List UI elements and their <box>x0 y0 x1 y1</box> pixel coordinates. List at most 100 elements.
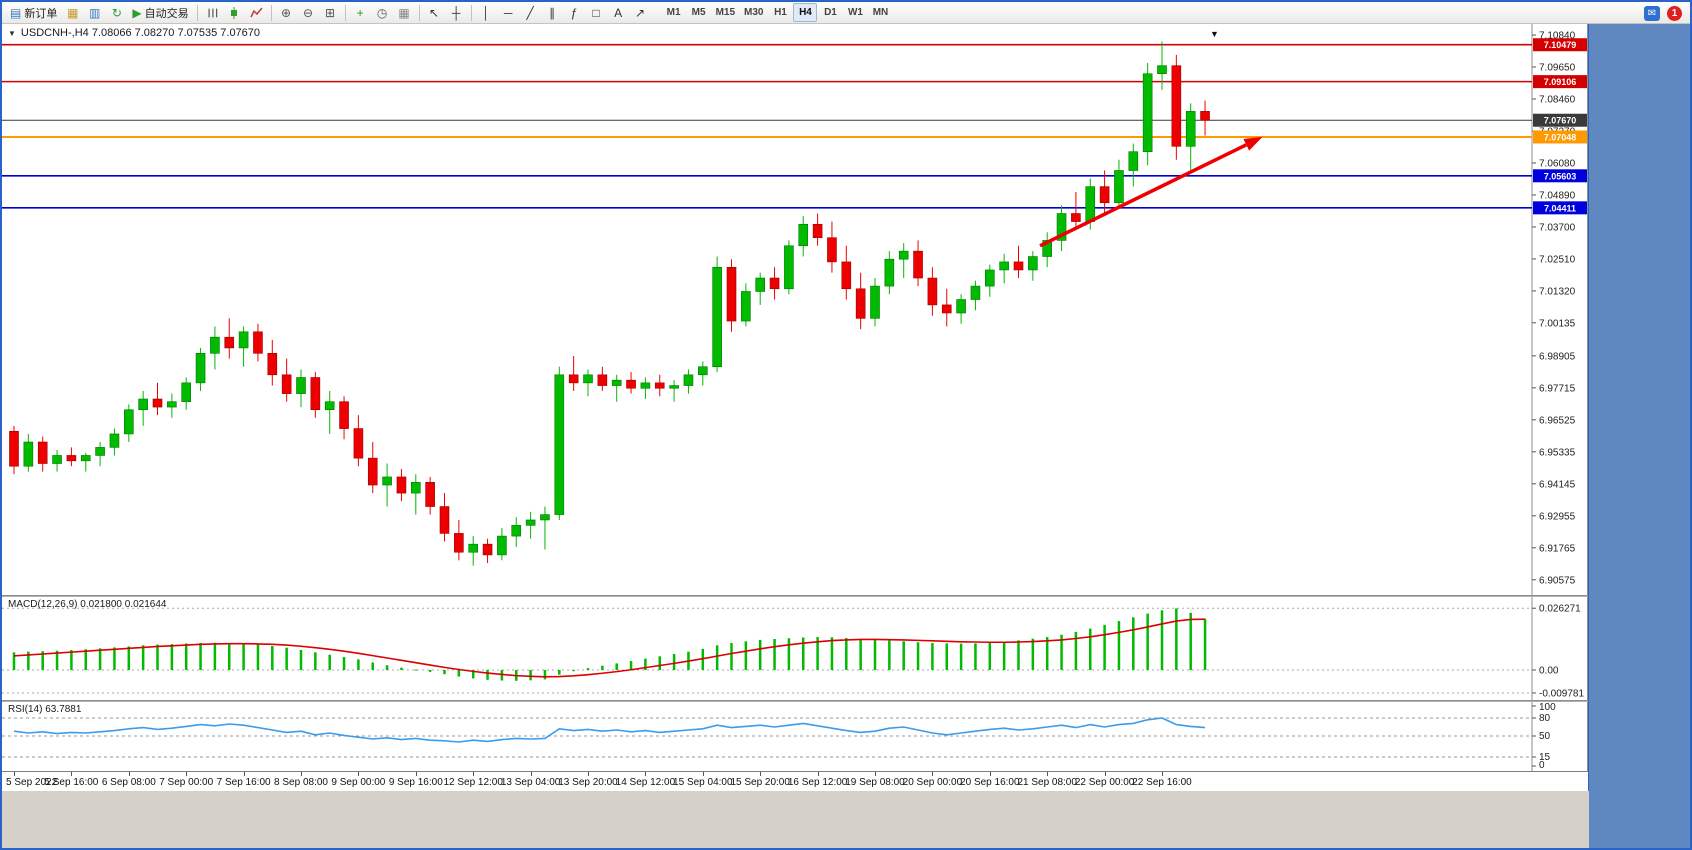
time-axis-tick <box>358 772 360 776</box>
timeframe-d1-button[interactable]: D1 <box>824 7 837 18</box>
charts-button[interactable]: ▦ <box>62 3 83 22</box>
time-axis-label: 22 Sep 16:00 <box>1132 777 1192 788</box>
toolbar-separator <box>418 4 420 21</box>
time-axis-tick <box>645 772 647 776</box>
channel-icon: ∥ <box>549 5 556 20</box>
svg-text:0: 0 <box>1539 760 1545 771</box>
panel-separator[interactable] <box>2 595 1588 597</box>
tile-windows-icon: ⊞ <box>325 5 336 20</box>
main-chart-canvas[interactable]: 7.108407.096507.084607.072707.060807.048… <box>2 24 1588 595</box>
time-axis-label: 7 Sep 00:00 <box>159 777 214 788</box>
time-axis-label: 19 Sep 08:00 <box>845 777 905 788</box>
vertical-line-icon: │ <box>482 5 490 20</box>
time-axis-tick <box>1047 772 1049 776</box>
time-axis-label: 22 Sep 00:00 <box>1074 777 1135 788</box>
chart-header-text: USDCNH-,H4 7.08066 7.08270 7.07535 7.076… <box>20 27 261 39</box>
svg-text:7.01320: 7.01320 <box>1539 286 1576 297</box>
refresh-button[interactable]: ↻ <box>106 3 127 22</box>
time-axis-tick <box>128 772 130 776</box>
svg-text:7.03700: 7.03700 <box>1539 222 1576 233</box>
timeframe-mn-button[interactable]: MN <box>872 7 889 18</box>
time-axis[interactable]: 5 Sep 2022 5 Sep 16:00 6 Sep 08:00 7 Sep 00… <box>2 771 1588 791</box>
timeframe-m15-button[interactable]: M15 <box>715 7 736 18</box>
timeframe-m1-button[interactable]: M1 <box>666 7 681 18</box>
time-axis-tick <box>14 772 15 776</box>
zoom-out-icon: ⊖ <box>303 5 314 20</box>
community-icon[interactable]: ✉ <box>1644 6 1660 21</box>
periods-icon: ◷ <box>376 5 388 20</box>
templates-button[interactable]: ▦ <box>394 3 415 22</box>
svg-text:6.94145: 6.94145 <box>1539 479 1576 490</box>
timeframe-m5-button[interactable]: M5 <box>691 7 706 18</box>
zoom-in-button[interactable]: ⊕ <box>276 3 297 22</box>
timeframe-h1-button[interactable]: H1 <box>774 7 787 18</box>
svg-text:6.92955: 6.92955 <box>1539 511 1576 522</box>
periods-button[interactable]: ◷ <box>372 3 393 22</box>
time-axis-tick <box>588 772 589 776</box>
zoom-in-icon: ⊕ <box>281 5 292 20</box>
time-axis-label: 20 Sep 16:00 <box>960 777 1020 788</box>
time-axis-tick <box>932 772 934 776</box>
timeframe-w1-button[interactable]: W1 <box>847 7 863 18</box>
toolbar-buttons: ▤ 新订单 ▦ ▥ ↻ ▶ 自动交易 ☰ ⊕ ⊖ ⊞ + ◷ ▦ ↖ ┼ │ ─ ╱ ∥ ƒ □ A ↗ <box>6 3 651 22</box>
bar-chart-button[interactable]: ☰ <box>202 3 223 22</box>
svg-text:6.96525: 6.96525 <box>1539 415 1576 426</box>
refresh-icon: ↻ <box>111 5 122 20</box>
time-axis-tick <box>989 772 991 776</box>
fibonacci-button[interactable]: ƒ <box>564 3 585 22</box>
svg-text:7.10479: 7.10479 <box>1544 40 1577 50</box>
workspace-background <box>1589 24 1690 848</box>
svg-text:7.09650: 7.09650 <box>1539 63 1576 74</box>
svg-text:7.00135: 7.00135 <box>1539 318 1576 329</box>
time-axis-label: 15 Sep 04:00 <box>673 777 733 788</box>
cursor-button[interactable]: ↖ <box>424 3 445 22</box>
svg-text:6.91765: 6.91765 <box>1539 543 1576 554</box>
time-axis-label: 14 Sep 12:00 <box>615 777 676 788</box>
indicators-icon: + <box>356 5 364 20</box>
channel-button[interactable]: ∥ <box>542 3 563 22</box>
indicators-button[interactable]: + <box>350 3 371 22</box>
cursor-icon: ↖ <box>429 5 440 20</box>
macd-panel-canvas[interactable]: 0.026271 0.00 -0.009781 <box>2 597 1588 700</box>
time-axis-label: 12 Sep 12:00 <box>443 777 503 788</box>
shapes-icon: □ <box>592 5 600 20</box>
time-axis-tick <box>415 772 417 776</box>
svg-text:6.98905: 6.98905 <box>1539 351 1576 362</box>
notification-badge[interactable]: 1 <box>1667 6 1682 21</box>
time-axis-tick <box>1162 772 1163 776</box>
time-axis-tick <box>71 772 73 776</box>
text-button[interactable]: A <box>608 3 629 22</box>
charts-icon: ▦ <box>67 5 79 20</box>
line-chart-button[interactable] <box>246 3 267 22</box>
trendline-icon: ╱ <box>526 5 534 20</box>
tile-windows-button[interactable]: ⊞ <box>320 3 341 22</box>
text-icon: A <box>614 5 623 20</box>
horizontal-line-button[interactable]: ─ <box>498 3 519 22</box>
svg-text:7.08460: 7.08460 <box>1539 95 1576 106</box>
time-axis-label: 5 Sep 2022 <box>6 777 58 788</box>
time-axis-label: 5 Sep 16:00 <box>44 777 99 788</box>
auto-trading-button[interactable]: ▶ 自动交易 <box>128 3 192 22</box>
line-chart-icon <box>249 7 263 18</box>
time-axis-tick <box>817 772 819 776</box>
panel-separator[interactable] <box>2 700 1588 702</box>
crosshair-button[interactable]: ┼ <box>446 3 467 22</box>
time-axis-label: 13 Sep 04:00 <box>500 777 561 788</box>
vertical-line-button[interactable]: │ <box>476 3 497 22</box>
market-watch-button[interactable]: ▥ <box>84 3 105 22</box>
market-watch-icon: ▥ <box>89 5 101 20</box>
arrows-button[interactable]: ↗ <box>630 3 651 22</box>
trendline-button[interactable]: ╱ <box>520 3 541 22</box>
candlestick-chart-button[interactable] <box>224 3 245 22</box>
new-order-button[interactable]: ▤ 新订单 <box>6 3 61 22</box>
chart-collapse-icon[interactable]: ▼ <box>8 28 16 38</box>
shapes-button[interactable]: □ <box>586 3 607 22</box>
timeframe-h4-button[interactable]: H4 <box>793 3 818 22</box>
svg-text:7.04890: 7.04890 <box>1539 190 1576 201</box>
zoom-out-button[interactable]: ⊖ <box>298 3 319 22</box>
toolbar-separator <box>344 4 346 21</box>
toolbar: ▤ 新订单 ▦ ▥ ↻ ▶ 自动交易 ☰ ⊕ ⊖ ⊞ + ◷ ▦ ↖ ┼ │ ─ ╱ ∥ ƒ □ A ↗ M1 M5 M15 M30… <box>2 2 1690 24</box>
time-axis-label: 13 Sep 20:00 <box>558 777 618 788</box>
timeframe-m30-button[interactable]: M30 <box>744 7 764 18</box>
